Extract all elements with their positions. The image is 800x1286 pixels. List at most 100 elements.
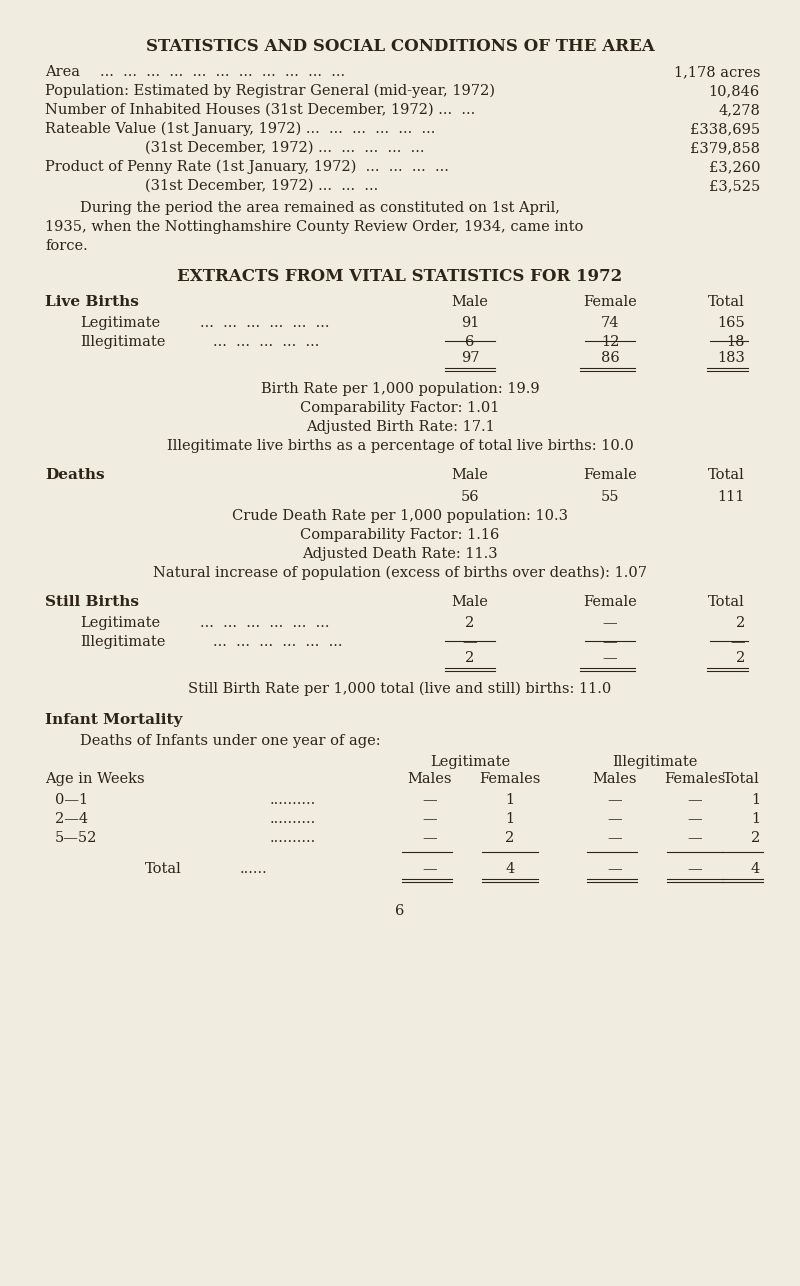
Text: Comparability Factor: 1.16: Comparability Factor: 1.16 [300,529,500,541]
Text: Comparability Factor: 1.01: Comparability Factor: 1.01 [300,401,500,415]
Text: Male: Male [451,595,489,610]
Text: —: — [730,635,745,649]
Text: 0—1: 0—1 [55,793,88,808]
Text: —: — [608,862,622,876]
Text: 74: 74 [601,316,619,331]
Text: Illegitimate: Illegitimate [612,755,698,769]
Text: ...  ...  ...  ...  ...: ... ... ... ... ... [213,334,319,349]
Text: —: — [422,793,438,808]
Text: Natural increase of population (excess of births over deaths): 1.07: Natural increase of population (excess o… [153,566,647,580]
Text: ..........: .......... [270,793,316,808]
Text: Birth Rate per 1,000 population: 19.9: Birth Rate per 1,000 population: 19.9 [261,382,539,396]
Text: Total: Total [708,595,745,610]
Text: —: — [688,831,702,845]
Text: EXTRACTS FROM VITAL STATISTICS FOR 1972: EXTRACTS FROM VITAL STATISTICS FOR 1972 [178,267,622,285]
Text: ..........: .......... [270,831,316,845]
Text: —: — [608,831,622,845]
Text: —: — [422,862,438,876]
Text: 1: 1 [506,793,514,808]
Text: —: — [688,793,702,808]
Text: 2: 2 [736,651,745,665]
Text: Female: Female [583,294,637,309]
Text: —: — [602,616,618,630]
Text: —: — [608,811,622,826]
Text: —: — [688,862,702,876]
Text: (31st December, 1972) ...  ...  ...: (31st December, 1972) ... ... ... [145,179,378,193]
Text: Area: Area [45,66,80,78]
Text: Total: Total [723,772,760,786]
Text: Female: Female [583,468,637,482]
Text: Still Births: Still Births [45,595,139,610]
Text: Adjusted Birth Rate: 17.1: Adjusted Birth Rate: 17.1 [306,421,494,433]
Text: Infant Mortality: Infant Mortality [45,712,182,727]
Text: —: — [602,635,618,649]
Text: Females: Females [479,772,541,786]
Text: Total: Total [708,294,745,309]
Text: 12: 12 [601,334,619,349]
Text: 56: 56 [461,490,479,504]
Text: 5—52: 5—52 [55,831,98,845]
Text: Illegitimate: Illegitimate [80,334,166,349]
Text: Legitimate: Legitimate [80,316,160,331]
Text: 4: 4 [750,862,760,876]
Text: Male: Male [451,294,489,309]
Text: 165: 165 [718,316,745,331]
Text: —: — [422,811,438,826]
Text: 1: 1 [751,811,760,826]
Text: —: — [602,651,618,665]
Text: During the period the area remained as constituted on 1st April,: During the period the area remained as c… [80,201,560,215]
Text: 4,278: 4,278 [718,103,760,117]
Text: Males: Males [593,772,638,786]
Text: ...  ...  ...  ...  ...  ...: ... ... ... ... ... ... [200,616,330,630]
Text: —: — [688,811,702,826]
Text: 18: 18 [726,334,745,349]
Text: Legitimate: Legitimate [80,616,160,630]
Text: £379,858: £379,858 [690,141,760,156]
Text: 1935, when the Nottinghamshire County Review Order, 1934, came into: 1935, when the Nottinghamshire County Re… [45,220,583,234]
Text: Illegitimate live births as a percentage of total live births: 10.0: Illegitimate live births as a percentage… [166,439,634,453]
Text: 2: 2 [506,831,514,845]
Text: 4: 4 [506,862,514,876]
Text: £338,695: £338,695 [690,122,760,136]
Text: 1: 1 [506,811,514,826]
Text: Total: Total [145,862,182,876]
Text: 2: 2 [750,831,760,845]
Text: Male: Male [451,468,489,482]
Text: Number of Inhabited Houses (31st December, 1972) ...  ...: Number of Inhabited Houses (31st Decembe… [45,103,475,117]
Text: STATISTICS AND SOCIAL CONDITIONS OF THE AREA: STATISTICS AND SOCIAL CONDITIONS OF THE … [146,39,654,55]
Text: Males: Males [408,772,452,786]
Text: 2: 2 [736,616,745,630]
Text: 10,846: 10,846 [709,84,760,98]
Text: ...  ...  ...  ...  ...  ...: ... ... ... ... ... ... [213,635,342,649]
Text: Females: Females [664,772,726,786]
Text: ..........: .......... [270,811,316,826]
Text: Population: Estimated by Registrar General (mid-year, 1972): Population: Estimated by Registrar Gener… [45,84,495,99]
Text: ...  ...  ...  ...  ...  ...: ... ... ... ... ... ... [200,316,330,331]
Text: force.: force. [45,239,88,253]
Text: 1: 1 [751,793,760,808]
Text: 2: 2 [466,616,474,630]
Text: 86: 86 [601,351,619,365]
Text: —: — [422,831,438,845]
Text: (31st December, 1972) ...  ...  ...  ...  ...: (31st December, 1972) ... ... ... ... ..… [145,141,425,156]
Text: £3,260: £3,260 [709,159,760,174]
Text: £3,525: £3,525 [709,179,760,193]
Text: Rateable Value (1st January, 1972) ...  ...  ...  ...  ...  ...: Rateable Value (1st January, 1972) ... .… [45,122,435,136]
Text: 6: 6 [395,904,405,918]
Text: 183: 183 [717,351,745,365]
Text: 1,178 acres: 1,178 acres [674,66,760,78]
Text: 111: 111 [718,490,745,504]
Text: Deaths of Infants under one year of age:: Deaths of Infants under one year of age: [80,734,381,748]
Text: ......: ...... [240,862,268,876]
Text: Live Births: Live Births [45,294,139,309]
Text: 97: 97 [461,351,479,365]
Text: Still Birth Rate per 1,000 total (live and still) births: 11.0: Still Birth Rate per 1,000 total (live a… [188,682,612,697]
Text: —: — [462,635,478,649]
Text: 91: 91 [461,316,479,331]
Text: Age in Weeks: Age in Weeks [45,772,145,786]
Text: Legitimate: Legitimate [430,755,510,769]
Text: Crude Death Rate per 1,000 population: 10.3: Crude Death Rate per 1,000 population: 1… [232,509,568,523]
Text: Deaths: Deaths [45,468,105,482]
Text: Illegitimate: Illegitimate [80,635,166,649]
Text: Adjusted Death Rate: 11.3: Adjusted Death Rate: 11.3 [302,547,498,561]
